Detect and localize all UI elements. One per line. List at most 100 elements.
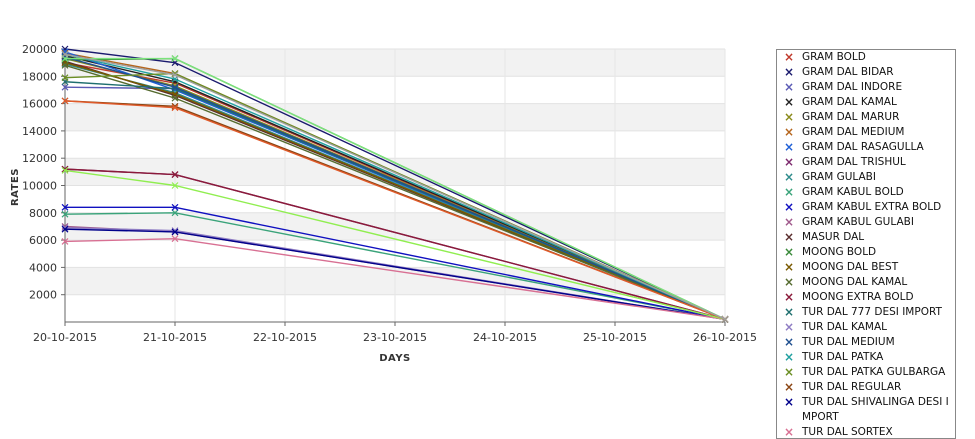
x-tick-label: 22-10-2015 xyxy=(253,331,317,344)
legend-marker-icon: × xyxy=(783,185,795,199)
data-point xyxy=(721,315,729,323)
legend-item: × TUR DAL KAMAL xyxy=(777,320,955,335)
y-tick-label: 14000 xyxy=(22,125,57,138)
y-tick-label: 12000 xyxy=(22,152,57,165)
y-tick-label: 4000 xyxy=(29,261,57,274)
legend-marker-icon: × xyxy=(783,95,795,109)
legend-marker-icon: × xyxy=(783,110,795,124)
legend-item: × MOONG BOLD xyxy=(777,245,955,260)
x-tick-label: 24-10-2015 xyxy=(473,331,537,344)
legend-marker-icon: × xyxy=(783,230,795,244)
legend-marker-icon: × xyxy=(783,80,795,94)
y-tick-label: 20000 xyxy=(22,43,57,56)
legend-item: × GRAM DAL TRISHUL xyxy=(777,155,955,170)
legend-marker-icon: × xyxy=(783,200,795,214)
legend-item: × MASUR DAL xyxy=(777,230,955,245)
legend-marker-icon: × xyxy=(783,260,795,274)
legend-item: × GRAM KABUL EXTRA BOLD xyxy=(777,200,955,215)
legend-label: TUR DAL REGULAR xyxy=(802,381,902,393)
data-point xyxy=(61,225,69,233)
legend-label: TUR DAL PATKA GULBARGA xyxy=(802,366,946,378)
legend-label: TUR DAL PATKA xyxy=(802,351,884,363)
legend-label: MASUR DAL xyxy=(802,231,865,243)
legend: × GRAM BOLD × GRAM DAL BIDAR × GRAM DAL INDOR… xyxy=(776,49,956,439)
data-point xyxy=(61,74,69,82)
data-point xyxy=(61,210,69,218)
data-point xyxy=(61,203,69,211)
legend-label: GRAM DAL KAMAL xyxy=(802,96,897,108)
legend-label: GRAM GULABI xyxy=(802,171,876,183)
legend-marker-icon: × xyxy=(783,170,795,184)
legend-label: GRAM DAL RASAGULLA xyxy=(802,141,924,153)
data-point xyxy=(171,209,179,217)
legend-item: × GRAM DAL INDORE xyxy=(777,80,955,95)
legend-item: × GRAM DAL RASAGULLA xyxy=(777,140,955,155)
y-tick-label: 16000 xyxy=(22,98,57,111)
legend-label: MOONG BOLD xyxy=(802,246,877,258)
x-tick-label: 23-10-2015 xyxy=(363,331,427,344)
y-tick-label: 18000 xyxy=(22,70,57,83)
legend-label: GRAM DAL TRISHUL xyxy=(802,156,906,168)
legend-item: × TUR DAL MEDIUM xyxy=(777,335,955,350)
data-point xyxy=(61,97,69,105)
data-point xyxy=(171,228,179,236)
legend-item: × TUR DAL 777 DESI IMPORT xyxy=(777,305,955,320)
legend-label: GRAM BOLD xyxy=(802,51,866,63)
legend-marker-icon: × xyxy=(783,140,795,154)
legend-label: TUR DAL KAMAL xyxy=(802,321,887,333)
legend-label: MOONG DAL KAMAL xyxy=(802,276,908,288)
data-point xyxy=(171,203,179,211)
data-point xyxy=(61,83,69,91)
legend-marker-icon: × xyxy=(783,245,795,259)
x-tick-label: 26-10-2015 xyxy=(693,331,757,344)
legend-marker-icon: × xyxy=(783,350,795,364)
legend-label: GRAM KABUL GULABI xyxy=(802,216,914,228)
legend-marker-icon: × xyxy=(783,425,795,439)
legend-item: × TUR DAL SHIVALINGA DESI IMPORT xyxy=(777,395,955,425)
legend-marker-icon: × xyxy=(783,65,795,79)
y-tick-label: 8000 xyxy=(29,207,57,220)
legend-marker-icon: × xyxy=(783,50,795,64)
data-point xyxy=(171,71,179,79)
legend-marker-icon: × xyxy=(783,365,795,379)
data-point xyxy=(61,48,69,56)
x-tick-label: 21-10-2015 xyxy=(143,331,207,344)
legend-item: × GRAM BOLD xyxy=(777,50,955,65)
legend-label: GRAM KABUL EXTRA BOLD xyxy=(802,201,942,213)
x-axis-title: DAYS xyxy=(379,353,411,364)
legend-item: × TUR DAL PATKA xyxy=(777,350,955,365)
data-point xyxy=(171,94,179,102)
legend-label: GRAM DAL MARUR xyxy=(802,111,900,123)
y-tick-label: 2000 xyxy=(29,289,57,302)
legend-item: × GRAM KABUL GULABI xyxy=(777,215,955,230)
legend-label: TUR DAL 777 DESI IMPORT xyxy=(802,306,942,318)
data-point xyxy=(61,167,69,174)
data-point xyxy=(171,182,179,189)
y-axis-title: RATES xyxy=(10,168,21,206)
legend-item: × GRAM DAL MARUR xyxy=(777,110,955,125)
legend-label: MOONG EXTRA BOLD xyxy=(802,291,914,303)
legend-marker-icon: × xyxy=(783,320,795,334)
line-chart: 2000 4000 6000 8000 10000 12000 14000 16000 1800… xyxy=(10,43,757,364)
legend-marker-icon: × xyxy=(783,125,795,139)
y-tick-label: 10000 xyxy=(22,180,57,193)
legend-item: × GRAM DAL BIDAR xyxy=(777,65,955,80)
legend-item: × GRAM DAL MEDIUM xyxy=(777,125,955,140)
legend-marker-icon: × xyxy=(783,395,795,409)
legend-item: × TUR DAL SORTEX xyxy=(777,425,955,439)
legend-item: × TUR DAL PATKA GULBARGA xyxy=(777,365,955,380)
legend-marker-icon: × xyxy=(783,155,795,169)
x-tick-label: 20-10-2015 xyxy=(33,331,97,344)
data-point xyxy=(171,104,179,112)
series-28 xyxy=(61,51,729,323)
legend-label: TUR DAL MEDIUM xyxy=(802,336,895,348)
legend-item: × GRAM GULABI xyxy=(777,170,955,185)
legend-item: × GRAM DAL KAMAL xyxy=(777,95,955,110)
data-point xyxy=(171,83,179,91)
legend-item: × MOONG DAL BEST xyxy=(777,260,955,275)
data-point xyxy=(171,235,179,243)
legend-item: × GRAM KABUL BOLD xyxy=(777,185,955,200)
data-point xyxy=(61,238,69,245)
legend-label: GRAM DAL INDORE xyxy=(802,81,903,93)
data-point xyxy=(61,51,69,58)
